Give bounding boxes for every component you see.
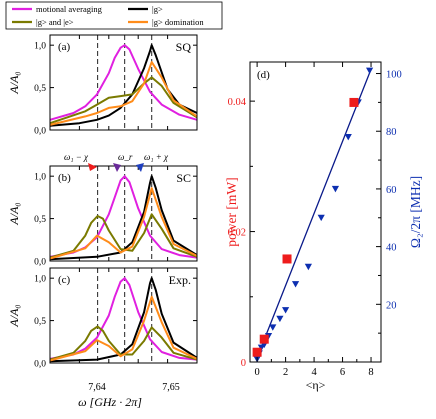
panel-b: 0,0 0,5 1,0 (b) SC A/A₀ (7, 166, 197, 268)
ytick-label: 0,0 (34, 360, 46, 370)
triangle-marker (276, 316, 283, 322)
legend-label-motional-averaging: motional averaging (36, 4, 103, 14)
left-xtick-label: 7,65 (162, 382, 180, 393)
panel-ylabel: A/A₀ (7, 304, 21, 327)
square-marker (349, 98, 358, 107)
arrow-purple-icon (113, 163, 121, 172)
ytick-label: 1,0 (34, 42, 46, 52)
ytick-label: 0,5 (34, 215, 46, 225)
panel-label: (c) (58, 274, 71, 286)
panel-ylabel: A/A₀ (7, 202, 21, 225)
fit-line (257, 69, 371, 357)
ytick-label: 0,5 (34, 317, 46, 327)
square-marker (283, 254, 292, 263)
ytick-right-label: 60 (386, 185, 397, 196)
ytick-left-label: 0.04 (228, 97, 247, 108)
arrow-blue-icon (136, 163, 144, 172)
left-panels: 0,00,51,0 (a) SQA/A₀0,00,51,0 (b) SCA/A₀0,00… (7, 35, 197, 370)
legend-label-g-and-e: |g> and |e> (36, 17, 74, 27)
legend-label-g-domination: |g> domination (152, 17, 204, 27)
xtick-label: 8 (368, 367, 373, 378)
ytick-right-label: 40 (386, 243, 397, 254)
panel-label: (b) (58, 172, 71, 184)
legend: motional averaging |g> |g> and |e> |g> d… (6, 2, 222, 29)
plot-frame (250, 62, 381, 362)
ylabel-left: power [mW] (224, 177, 239, 246)
left-xtick-labels: 7,64 7,65 (88, 382, 180, 393)
triangle-marker (282, 307, 289, 313)
legend-label-g: |g> (152, 4, 163, 14)
annotation-omega1-minus-chi: ω₁ − χ (64, 152, 89, 162)
panel-tag: Exp. (169, 273, 191, 287)
xtick-label: 0 (254, 367, 259, 378)
ytick-label: 1,0 (34, 173, 46, 183)
panel-c: 0,0 0,5 1,0 (c) Exp. A/A₀ (7, 268, 197, 370)
xtick-label: 2 (283, 367, 288, 378)
xlabel: <η> (306, 378, 326, 392)
triangle-marker (318, 215, 325, 221)
square-marker (253, 348, 262, 357)
panel-a: 0,0 0,5 1,0 (a) SQ A/A₀ (7, 35, 197, 137)
annotation-omega1-plus-chi: ω₁ + χ (144, 152, 169, 162)
triangle-marker (366, 68, 373, 74)
ytick-label: 1,0 (34, 275, 46, 285)
ytick-label: 0,0 (34, 127, 46, 137)
series-line-motional-averaging (50, 45, 197, 120)
left-xlabel: ω [GHz · 2π] (78, 395, 142, 409)
ytick-right-label: 100 (386, 70, 402, 81)
panel-ylabel: A/A₀ (7, 71, 21, 94)
left-xtick-label: 7,64 (88, 382, 106, 393)
annotation-omega-r: ω_r (118, 152, 133, 162)
ytick-right-label: 20 (386, 300, 397, 311)
arrow-red-icon (88, 163, 97, 171)
panel-tag: SC (176, 171, 191, 185)
ytick-label: 0,5 (34, 84, 46, 94)
ytick-right-label: 80 (386, 127, 397, 138)
triangle-marker (332, 186, 339, 192)
plot-frame (50, 166, 197, 261)
square-marker (260, 335, 269, 344)
triangle-marker (292, 281, 299, 287)
ytick-label: 0,0 (34, 258, 46, 268)
panel-label: (a) (58, 41, 71, 53)
xtick-label: 6 (340, 367, 345, 378)
triangle-marker (305, 264, 312, 270)
triangle-marker (269, 324, 276, 330)
panel-label: (d) (257, 69, 270, 81)
xtick-label: 4 (311, 367, 317, 378)
ytick-left-label: 0 (241, 358, 246, 369)
panel-tag: SQ (176, 40, 192, 54)
triangle-marker (345, 134, 352, 140)
series-line-g (50, 176, 197, 259)
ylabel-right: Ω₂/2π [MHz] (408, 176, 423, 248)
